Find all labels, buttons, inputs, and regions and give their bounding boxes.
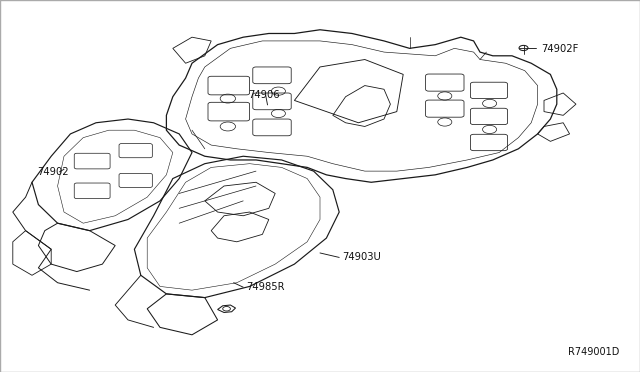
Text: 74906: 74906 — [248, 90, 280, 100]
Text: 74985R: 74985R — [246, 282, 285, 292]
Text: 74902F: 74902F — [541, 44, 578, 54]
Text: 74903U: 74903U — [342, 253, 381, 262]
Text: 74902: 74902 — [37, 167, 68, 177]
Text: R749001D: R749001D — [568, 347, 620, 357]
